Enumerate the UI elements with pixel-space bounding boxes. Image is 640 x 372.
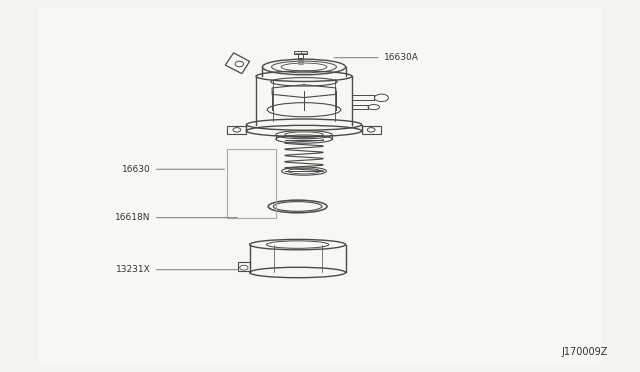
Text: J170009Z: J170009Z <box>562 347 608 357</box>
Text: 16618N: 16618N <box>115 213 150 222</box>
Text: 16630: 16630 <box>122 165 150 174</box>
Text: 13231X: 13231X <box>116 265 150 274</box>
Text: 16630A: 16630A <box>384 53 419 62</box>
Polygon shape <box>38 7 602 365</box>
